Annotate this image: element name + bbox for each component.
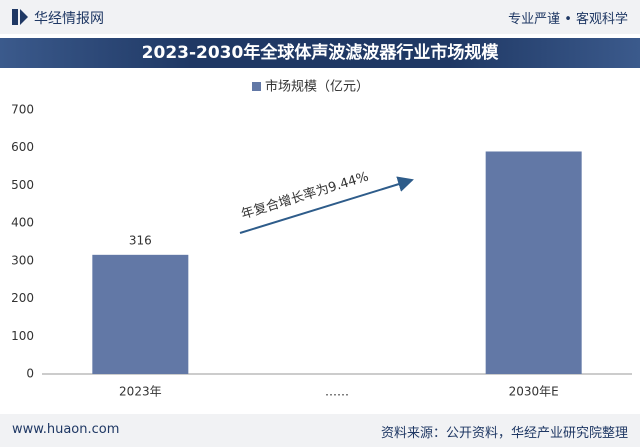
website: www.huaon.com — [12, 422, 120, 437]
annotation: 年复合增长率为9.44% — [239, 169, 370, 223]
y-tick-label: 400 — [11, 216, 34, 230]
x-tick-label: 2030年E — [509, 385, 559, 399]
footer: www.huaon.com 资料来源：公开资料，华经产业研究院整理 — [0, 414, 640, 447]
legend-label: 市场规模（亿元） — [265, 79, 369, 95]
chart-title: 2023-2030年全球体声波滤波器行业市场规模 — [0, 38, 640, 68]
y-tick-label: 100 — [11, 329, 34, 343]
header: 华经情报网 专业严谨 • 客观科学 — [0, 0, 640, 34]
growth-arrow — [239, 176, 414, 234]
bar — [92, 254, 189, 374]
logo-icon — [12, 9, 28, 25]
y-tick-label: 0 — [26, 367, 34, 381]
y-tick-label: 500 — [11, 178, 34, 192]
y-tick-label: 200 — [11, 291, 34, 305]
x-tick-label: …… — [325, 385, 349, 399]
y-tick-label: 700 — [11, 103, 34, 117]
source-note: 资料来源：公开资料，华经产业研究院整理 — [380, 426, 628, 441]
y-tick-label: 300 — [11, 253, 34, 267]
chart: 市场规模（亿元） 0 100 200 300 400 500 600 700 2023年 316 ……… — [11, 79, 632, 399]
legend-swatch — [252, 82, 261, 91]
logo-text: 华经情报网 — [34, 11, 104, 27]
value-label: 316 — [129, 233, 152, 247]
bar — [485, 151, 582, 374]
slogan: 专业严谨 • 客观科学 — [508, 12, 628, 27]
y-tick-label: 600 — [11, 140, 34, 154]
x-tick-label: 2023年 — [119, 385, 162, 399]
